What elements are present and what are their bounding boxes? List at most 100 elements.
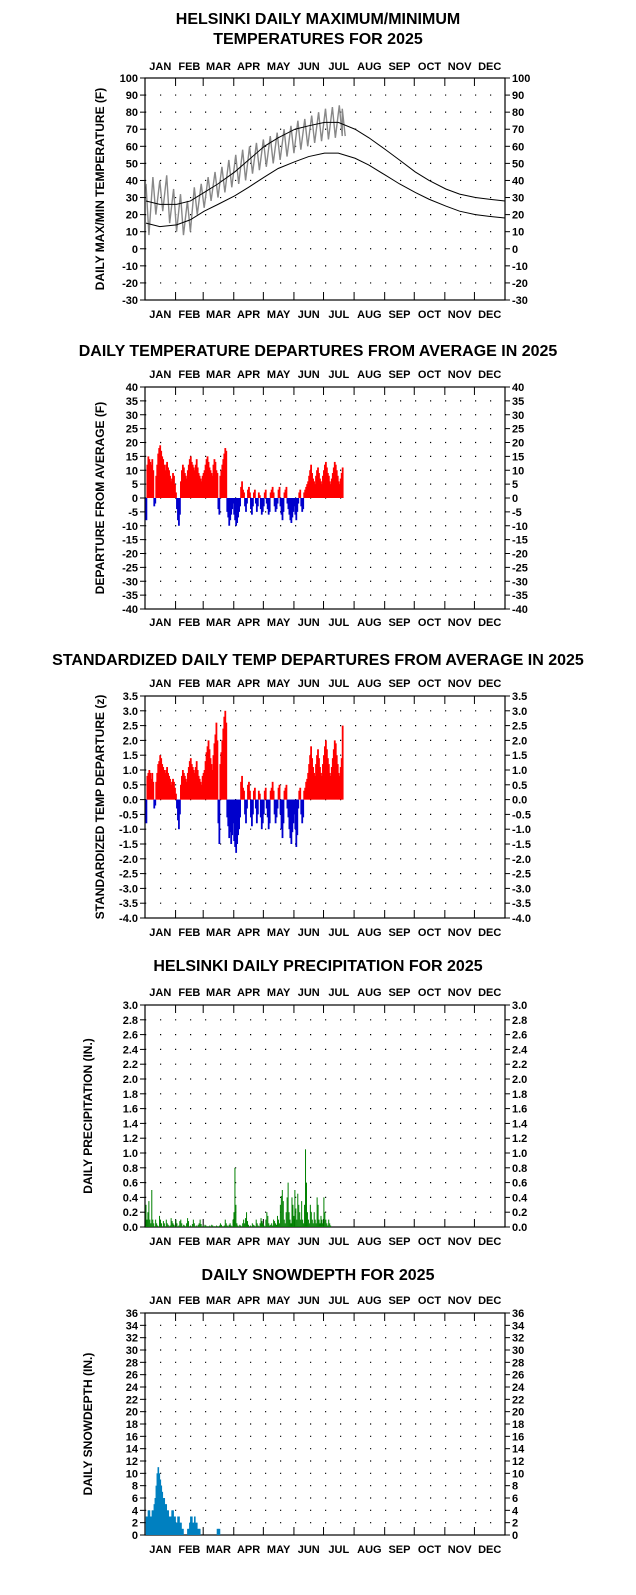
precip-bar	[183, 1224, 185, 1227]
precip-bar	[230, 1225, 232, 1227]
negative-departure-bar	[145, 498, 148, 521]
positive-departure-bar	[329, 484, 332, 498]
precip-bar	[216, 1225, 218, 1227]
positive-departure-bar	[182, 467, 185, 498]
positive-departure-bar	[224, 710, 227, 800]
y-tick-label: -2.0	[512, 854, 531, 866]
precip-bar	[306, 1212, 308, 1227]
y-tick-label: 2.8	[512, 1015, 527, 1027]
precip-bar	[288, 1212, 290, 1227]
precip-bar	[199, 1219, 201, 1227]
positive-departure-bar	[187, 464, 190, 498]
y-tick-label: 22	[512, 1394, 524, 1406]
precip-bar	[246, 1212, 248, 1227]
positive-departure-bar	[148, 459, 151, 498]
month-label: OCT	[418, 987, 442, 999]
positive-departure-bar	[185, 478, 188, 498]
positive-departure-bar	[213, 459, 216, 498]
y-tick-label: 35	[126, 396, 138, 408]
positive-departure-bar	[190, 461, 193, 498]
positive-departure-bar	[311, 473, 313, 498]
month-label: SEP	[388, 617, 410, 629]
positive-departure-bar	[332, 749, 335, 800]
positive-departure-bar	[221, 464, 224, 498]
y-tick-label: 30	[512, 1345, 524, 1357]
y-tick-label: 60	[512, 141, 524, 153]
y-tick-label: 10	[512, 227, 524, 239]
month-label: APR	[237, 61, 260, 73]
y-tick-label: 2.5	[123, 721, 138, 733]
precip-bar	[187, 1218, 189, 1227]
y-tick-label: -30	[512, 576, 528, 588]
positive-departure-bar	[180, 481, 182, 498]
precip-bar	[302, 1219, 304, 1227]
positive-departure-bar	[192, 770, 195, 800]
negative-departure-bar	[244, 498, 246, 507]
positive-departure-bar	[314, 775, 316, 800]
precip-bar	[147, 1212, 149, 1227]
negative-departure-bar	[177, 498, 179, 521]
y-tick-label: 0.4	[512, 1192, 528, 1204]
month-label: OCT	[418, 309, 442, 321]
precip-bar	[211, 1224, 213, 1227]
precip-bar	[214, 1226, 216, 1227]
negative-departure-bar	[288, 498, 291, 515]
y-tick-label: 0	[512, 1530, 518, 1542]
y-tick-label: 20	[126, 438, 138, 450]
negative-departure-bar	[294, 498, 297, 515]
negative-departure-bar	[229, 799, 232, 833]
positive-departure-bar	[184, 475, 187, 498]
positive-departure-bar	[147, 456, 150, 498]
month-label: FEB	[178, 1295, 200, 1307]
negative-departure-bar	[153, 799, 156, 809]
negative-departure-bar	[252, 498, 254, 507]
y-tick-label: 24	[126, 1382, 139, 1394]
precip-bar	[265, 1219, 267, 1227]
positive-departure-bar	[160, 758, 163, 800]
y-tick-label: -15	[512, 535, 528, 547]
chart-title: STANDARDIZED DAILY TEMP DEPARTURES FROM …	[52, 652, 584, 669]
month-label: APR	[237, 1544, 260, 1556]
precip-bar	[269, 1225, 271, 1227]
negative-departure-bar	[281, 498, 284, 521]
y-tick-label: 3.0	[512, 1000, 527, 1012]
precip-bar	[319, 1223, 321, 1227]
snowdepth-bar	[177, 1516, 179, 1535]
month-label: FEB	[178, 1544, 200, 1556]
positive-departure-bar	[321, 484, 323, 498]
precip-bar	[286, 1197, 288, 1227]
y-tick-label: 1.0	[123, 1148, 138, 1160]
y-tick-label: 18	[512, 1419, 524, 1431]
positive-departure-bar	[206, 456, 209, 498]
month-label: MAR	[206, 369, 231, 381]
negative-departure-bar	[227, 799, 230, 827]
y-tick-label: 28	[512, 1357, 524, 1369]
positive-departure-bar	[166, 461, 168, 498]
y-tick-label: 1.5	[512, 750, 527, 762]
month-label: FEB	[178, 927, 200, 939]
positive-departure-bar	[171, 478, 173, 498]
positive-departure-bar	[308, 475, 311, 498]
positive-departure-bar	[324, 746, 326, 800]
positive-departure-bar	[222, 728, 225, 800]
negative-departure-bar	[275, 799, 278, 818]
y-tick-label: -20	[512, 278, 528, 290]
negative-departure-bar	[291, 799, 294, 833]
month-label: OCT	[418, 1295, 442, 1307]
snowdepth-bar	[155, 1485, 158, 1535]
snowdepth-bar	[191, 1516, 193, 1535]
positive-departure-bar	[166, 767, 168, 800]
snowdepth-bar	[166, 1510, 168, 1535]
precip-bar	[244, 1223, 246, 1227]
y-tick-label: 0.6	[512, 1178, 527, 1190]
positive-departure-bar	[183, 775, 186, 800]
month-label: MAY	[267, 1544, 291, 1556]
y-tick-label: -3.5	[512, 898, 531, 910]
positive-departure-bar	[151, 772, 154, 800]
precip-bar	[315, 1223, 317, 1227]
precip-bar	[266, 1212, 268, 1227]
precip-bar	[278, 1223, 280, 1227]
month-label: JUN	[298, 987, 320, 999]
month-label: MAY	[267, 61, 291, 73]
month-label: AUG	[357, 987, 381, 999]
